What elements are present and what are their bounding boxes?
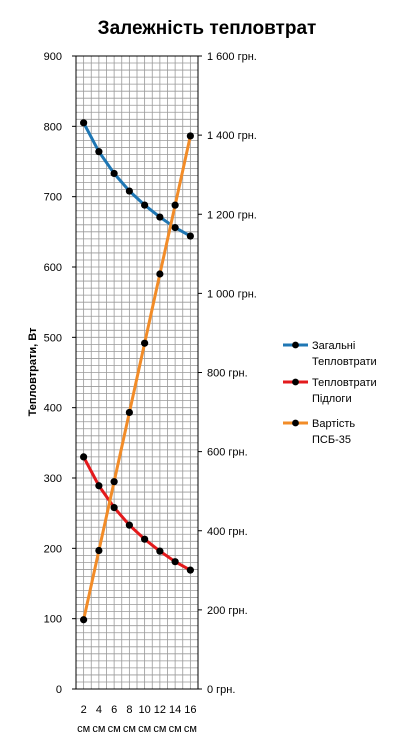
y-axis-label: Тепловтрати, Вт — [27, 327, 39, 416]
data-point-0 — [110, 169, 118, 178]
y2-tick-label: 600 грн. — [207, 447, 248, 459]
legend-marker-0 — [292, 341, 299, 349]
y-tick-label: 900 — [44, 51, 62, 63]
y-tick-label: 0 — [56, 684, 62, 696]
data-point-2 — [186, 132, 194, 140]
legend: Загальні Тепловтрати Тепловтрати Підлоги Вар… — [283, 340, 377, 446]
legend-marker-2 — [292, 419, 299, 427]
data-point-1 — [186, 566, 194, 574]
data-point-1 — [80, 453, 88, 461]
x-tick-label-unit: см — [153, 723, 166, 735]
y2-tick-label: 1 400 грн. — [207, 130, 257, 142]
y2-tick-label: 1 600 грн. — [207, 51, 257, 63]
y2-tick-label: 1 200 грн. — [207, 209, 257, 221]
x-tick-label-unit: см — [108, 723, 121, 735]
x-tick-label: 16 — [184, 704, 196, 716]
y-tick-label: 700 — [44, 192, 62, 204]
legend-label-1: Підлоги — [312, 393, 352, 405]
data-point-0 — [156, 213, 164, 221]
data-point-2 — [110, 478, 118, 486]
x-tick-label: 8 — [126, 704, 132, 716]
y-tick-label: 400 — [44, 403, 62, 415]
data-point-0 — [125, 187, 133, 195]
x-tick-label-unit: см — [77, 723, 90, 735]
y2-tick-label: 200 грн. — [207, 605, 248, 617]
y-tick-label: 800 — [44, 121, 62, 133]
x-tick-label-unit: см — [92, 723, 105, 735]
y-tick-label: 100 — [44, 614, 62, 626]
y-axis-left: 0 100 200 300 400 500 600 700 800 900 — [44, 51, 76, 696]
series-layer — [80, 119, 194, 624]
legend-label-0: Загальні — [312, 340, 355, 352]
x-tick-label: 2 — [81, 704, 87, 716]
data-point-2 — [171, 201, 179, 209]
x-tick-label-unit: см — [169, 723, 182, 735]
x-tick-label-unit: см — [123, 723, 136, 735]
x-tick-label: 12 — [154, 704, 166, 716]
data-point-2 — [95, 546, 103, 555]
data-point-1 — [125, 521, 133, 529]
x-tick-label: 10 — [139, 704, 151, 716]
y2-tick-label: 800 грн. — [207, 368, 248, 380]
grid — [75, 55, 199, 690]
data-point-1 — [95, 482, 103, 490]
data-point-0 — [171, 224, 179, 232]
y-tick-label: 500 — [44, 332, 62, 344]
x-tick-label: 6 — [111, 704, 117, 716]
data-point-2 — [156, 270, 164, 278]
legend-label-1: Тепловтрати — [312, 377, 377, 389]
x-tick-label-unit: см — [138, 723, 151, 735]
data-point-0 — [80, 119, 88, 127]
y-tick-label: 300 — [44, 473, 62, 485]
legend-label-0: Тепловтрати — [312, 356, 377, 368]
legend-label-2: Вартість — [312, 418, 355, 430]
chart-title: Залежність тепловтрат — [98, 18, 317, 39]
data-point-1 — [156, 547, 164, 555]
data-point-1 — [171, 558, 179, 566]
data-point-0 — [141, 201, 149, 209]
y-tick-label: 600 — [44, 262, 62, 274]
data-point-0 — [95, 148, 103, 156]
legend-marker-1 — [292, 378, 299, 386]
data-point-1 — [110, 503, 118, 512]
data-point-1 — [141, 535, 149, 543]
y-axis-right: 0 грн. 200 грн. 400 грн. 600 грн. 800 грн. 1 … — [198, 51, 257, 696]
x-tick-label-unit: см — [184, 723, 197, 735]
y2-tick-label: 1 000 грн. — [207, 288, 257, 300]
legend-label-2: ПСБ-35 — [312, 434, 351, 446]
y-tick-label: 200 — [44, 543, 62, 555]
data-point-2 — [80, 616, 88, 624]
y2-tick-label: 0 грн. — [207, 684, 235, 696]
series-line-2 — [82, 135, 192, 621]
data-point-2 — [141, 339, 149, 347]
x-tick-label: 14 — [169, 704, 181, 716]
data-point-0 — [186, 232, 194, 240]
data-point-2 — [125, 408, 133, 417]
x-tick-label: 4 — [96, 704, 102, 716]
y2-tick-label: 400 грн. — [207, 526, 248, 538]
